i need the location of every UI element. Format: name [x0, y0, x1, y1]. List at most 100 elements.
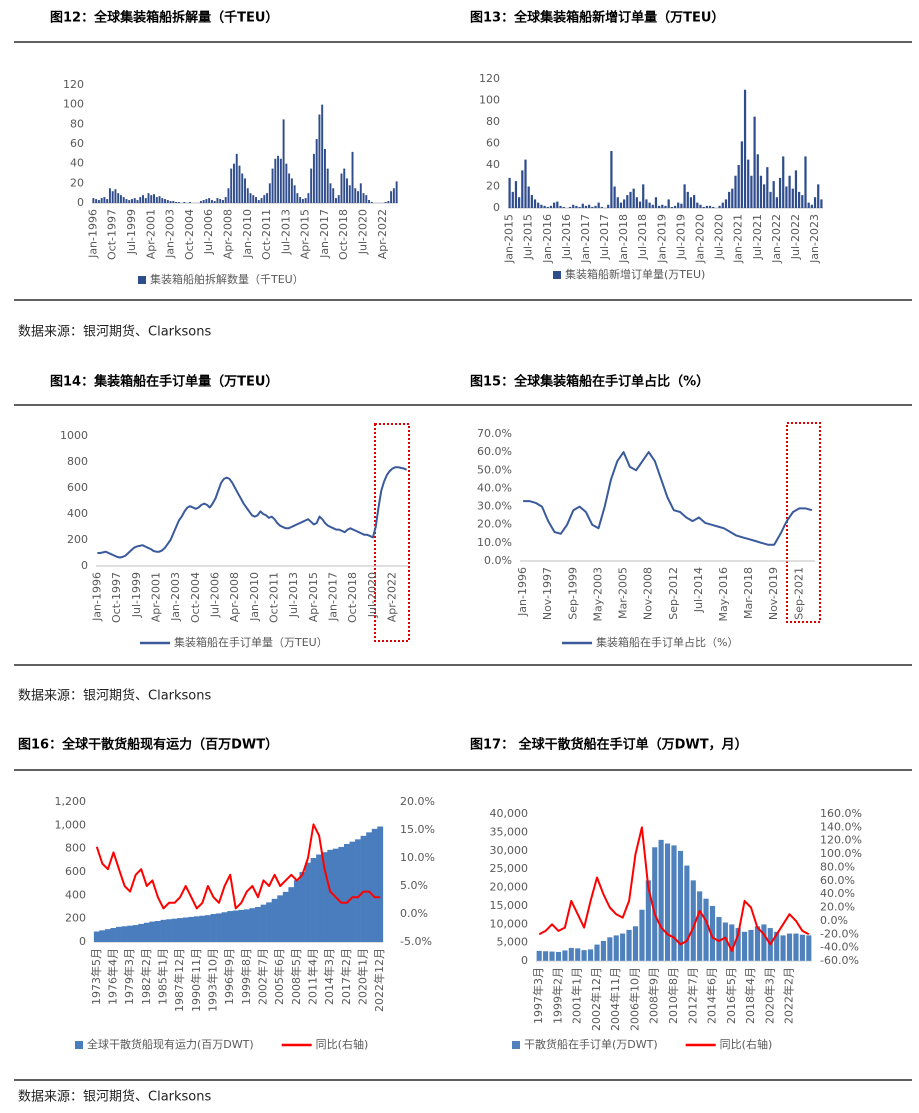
bar — [293, 185, 296, 203]
bar — [810, 204, 813, 208]
bar — [632, 188, 635, 208]
bar — [150, 195, 153, 203]
y-tick-label: 5,000 — [497, 936, 529, 949]
chart-title: 图13：全球集装箱船新增订单量（万TEU） — [470, 10, 724, 26]
bar — [524, 159, 527, 208]
bar — [310, 168, 313, 203]
bar — [728, 191, 731, 208]
bar — [260, 904, 267, 942]
y-tick-label: 600 — [65, 865, 86, 878]
bar — [521, 170, 524, 208]
bar — [600, 206, 603, 208]
bar — [205, 915, 211, 942]
y-tick-label: 35,000 — [490, 825, 529, 838]
x-tick-label: Jul-2015 — [522, 214, 535, 260]
bar — [158, 196, 161, 203]
bar — [574, 947, 581, 962]
x-tick-label: 1999年2月 — [550, 967, 564, 1024]
bar — [638, 201, 642, 208]
bar — [351, 151, 354, 203]
bar — [164, 199, 167, 203]
bar — [724, 199, 728, 208]
bar — [310, 858, 317, 942]
bar — [747, 159, 750, 208]
x-tick-label: 1993年10月 — [205, 948, 219, 1012]
x-tick-label: Sep-2012 — [667, 567, 680, 620]
x-tick-label: Oct-2004 — [183, 209, 196, 260]
bar — [581, 203, 584, 208]
bar — [114, 189, 117, 203]
bar — [106, 199, 109, 203]
bar — [626, 195, 629, 208]
y-tick-label: 1000 — [60, 429, 88, 442]
x-tick-label: 1973年5月 — [89, 948, 103, 1005]
x-tick-label: Jul-2020 — [357, 209, 370, 255]
chart-title: 图16：全球干散货船现有运力（百万DWT） — [18, 737, 278, 753]
y2-tick-label: 5.0% — [400, 879, 428, 892]
bar — [136, 200, 139, 203]
x-tick-label: 1982年2月 — [139, 948, 153, 1005]
x-tick-label: Jan-1996 — [516, 567, 529, 617]
y-tick-label: 30.0% — [477, 500, 512, 513]
y-tick-label: 20.0% — [477, 518, 512, 531]
x-tick-label: 2017年2月 — [339, 948, 353, 1005]
x-tick-label: Jan-2020 — [694, 214, 707, 264]
bar — [780, 935, 786, 962]
bar — [122, 197, 125, 203]
chart-title: 图17： 全球干散货船在手订单（万DWT，月） — [470, 737, 748, 753]
y2-tick-label: 10.0% — [400, 851, 435, 864]
y-tick-label: 80 — [70, 117, 84, 130]
x-tick-label: Mar-2018 — [742, 567, 755, 619]
bar — [664, 843, 671, 962]
y2-tick-label: 60.0% — [820, 874, 855, 887]
bar — [572, 204, 575, 208]
bar — [282, 119, 285, 203]
bar — [131, 199, 133, 203]
bar — [549, 951, 555, 962]
legend-label: 集装箱船在手订单量（万TEU） — [174, 635, 328, 649]
source: 数据来源：银河期货、Clarksons — [18, 688, 211, 704]
y-tick-label: 70.0% — [477, 427, 512, 440]
bar — [817, 184, 820, 208]
x-tick-label: Jan-2010 — [248, 572, 261, 622]
x-tick-label: May-2016 — [717, 567, 730, 622]
x-tick-label: Oct-1997 — [110, 572, 123, 623]
bar — [177, 918, 184, 942]
bar — [371, 828, 378, 942]
bar — [613, 186, 616, 208]
legend-label: 集装箱船舶拆解数量（千TEU） — [150, 272, 304, 286]
bar — [100, 198, 103, 203]
bar — [139, 197, 142, 203]
bar — [793, 933, 799, 962]
bar — [354, 188, 357, 203]
y-tick-label: 60 — [486, 137, 500, 150]
bar — [97, 200, 100, 203]
x-tick-label: Nov-2019 — [767, 567, 780, 620]
bar — [116, 926, 122, 942]
bar — [737, 165, 740, 208]
bar — [338, 846, 345, 942]
bar — [224, 197, 227, 203]
bar — [791, 188, 794, 208]
bar — [321, 104, 324, 203]
legend-label: 同比(右轴) — [720, 1037, 773, 1051]
x-tick-label: Sep-2021 — [792, 567, 805, 620]
bar — [246, 188, 249, 203]
bar — [143, 922, 150, 942]
bar — [702, 206, 705, 208]
bar — [144, 198, 147, 203]
bar — [511, 191, 514, 208]
y-tick-label: 40.0% — [477, 481, 512, 494]
bar — [301, 199, 304, 203]
bar — [340, 173, 343, 203]
y2-tick-label: 100.0% — [820, 847, 862, 860]
bar — [813, 197, 817, 208]
bar — [348, 185, 351, 203]
bar — [233, 163, 235, 203]
bar — [366, 832, 373, 942]
x-tick-label: 2006年10月 — [627, 967, 641, 1031]
bar — [775, 197, 778, 208]
bar — [709, 905, 716, 962]
x-tick-label: Jul-2013 — [287, 572, 300, 618]
bar — [199, 201, 202, 203]
